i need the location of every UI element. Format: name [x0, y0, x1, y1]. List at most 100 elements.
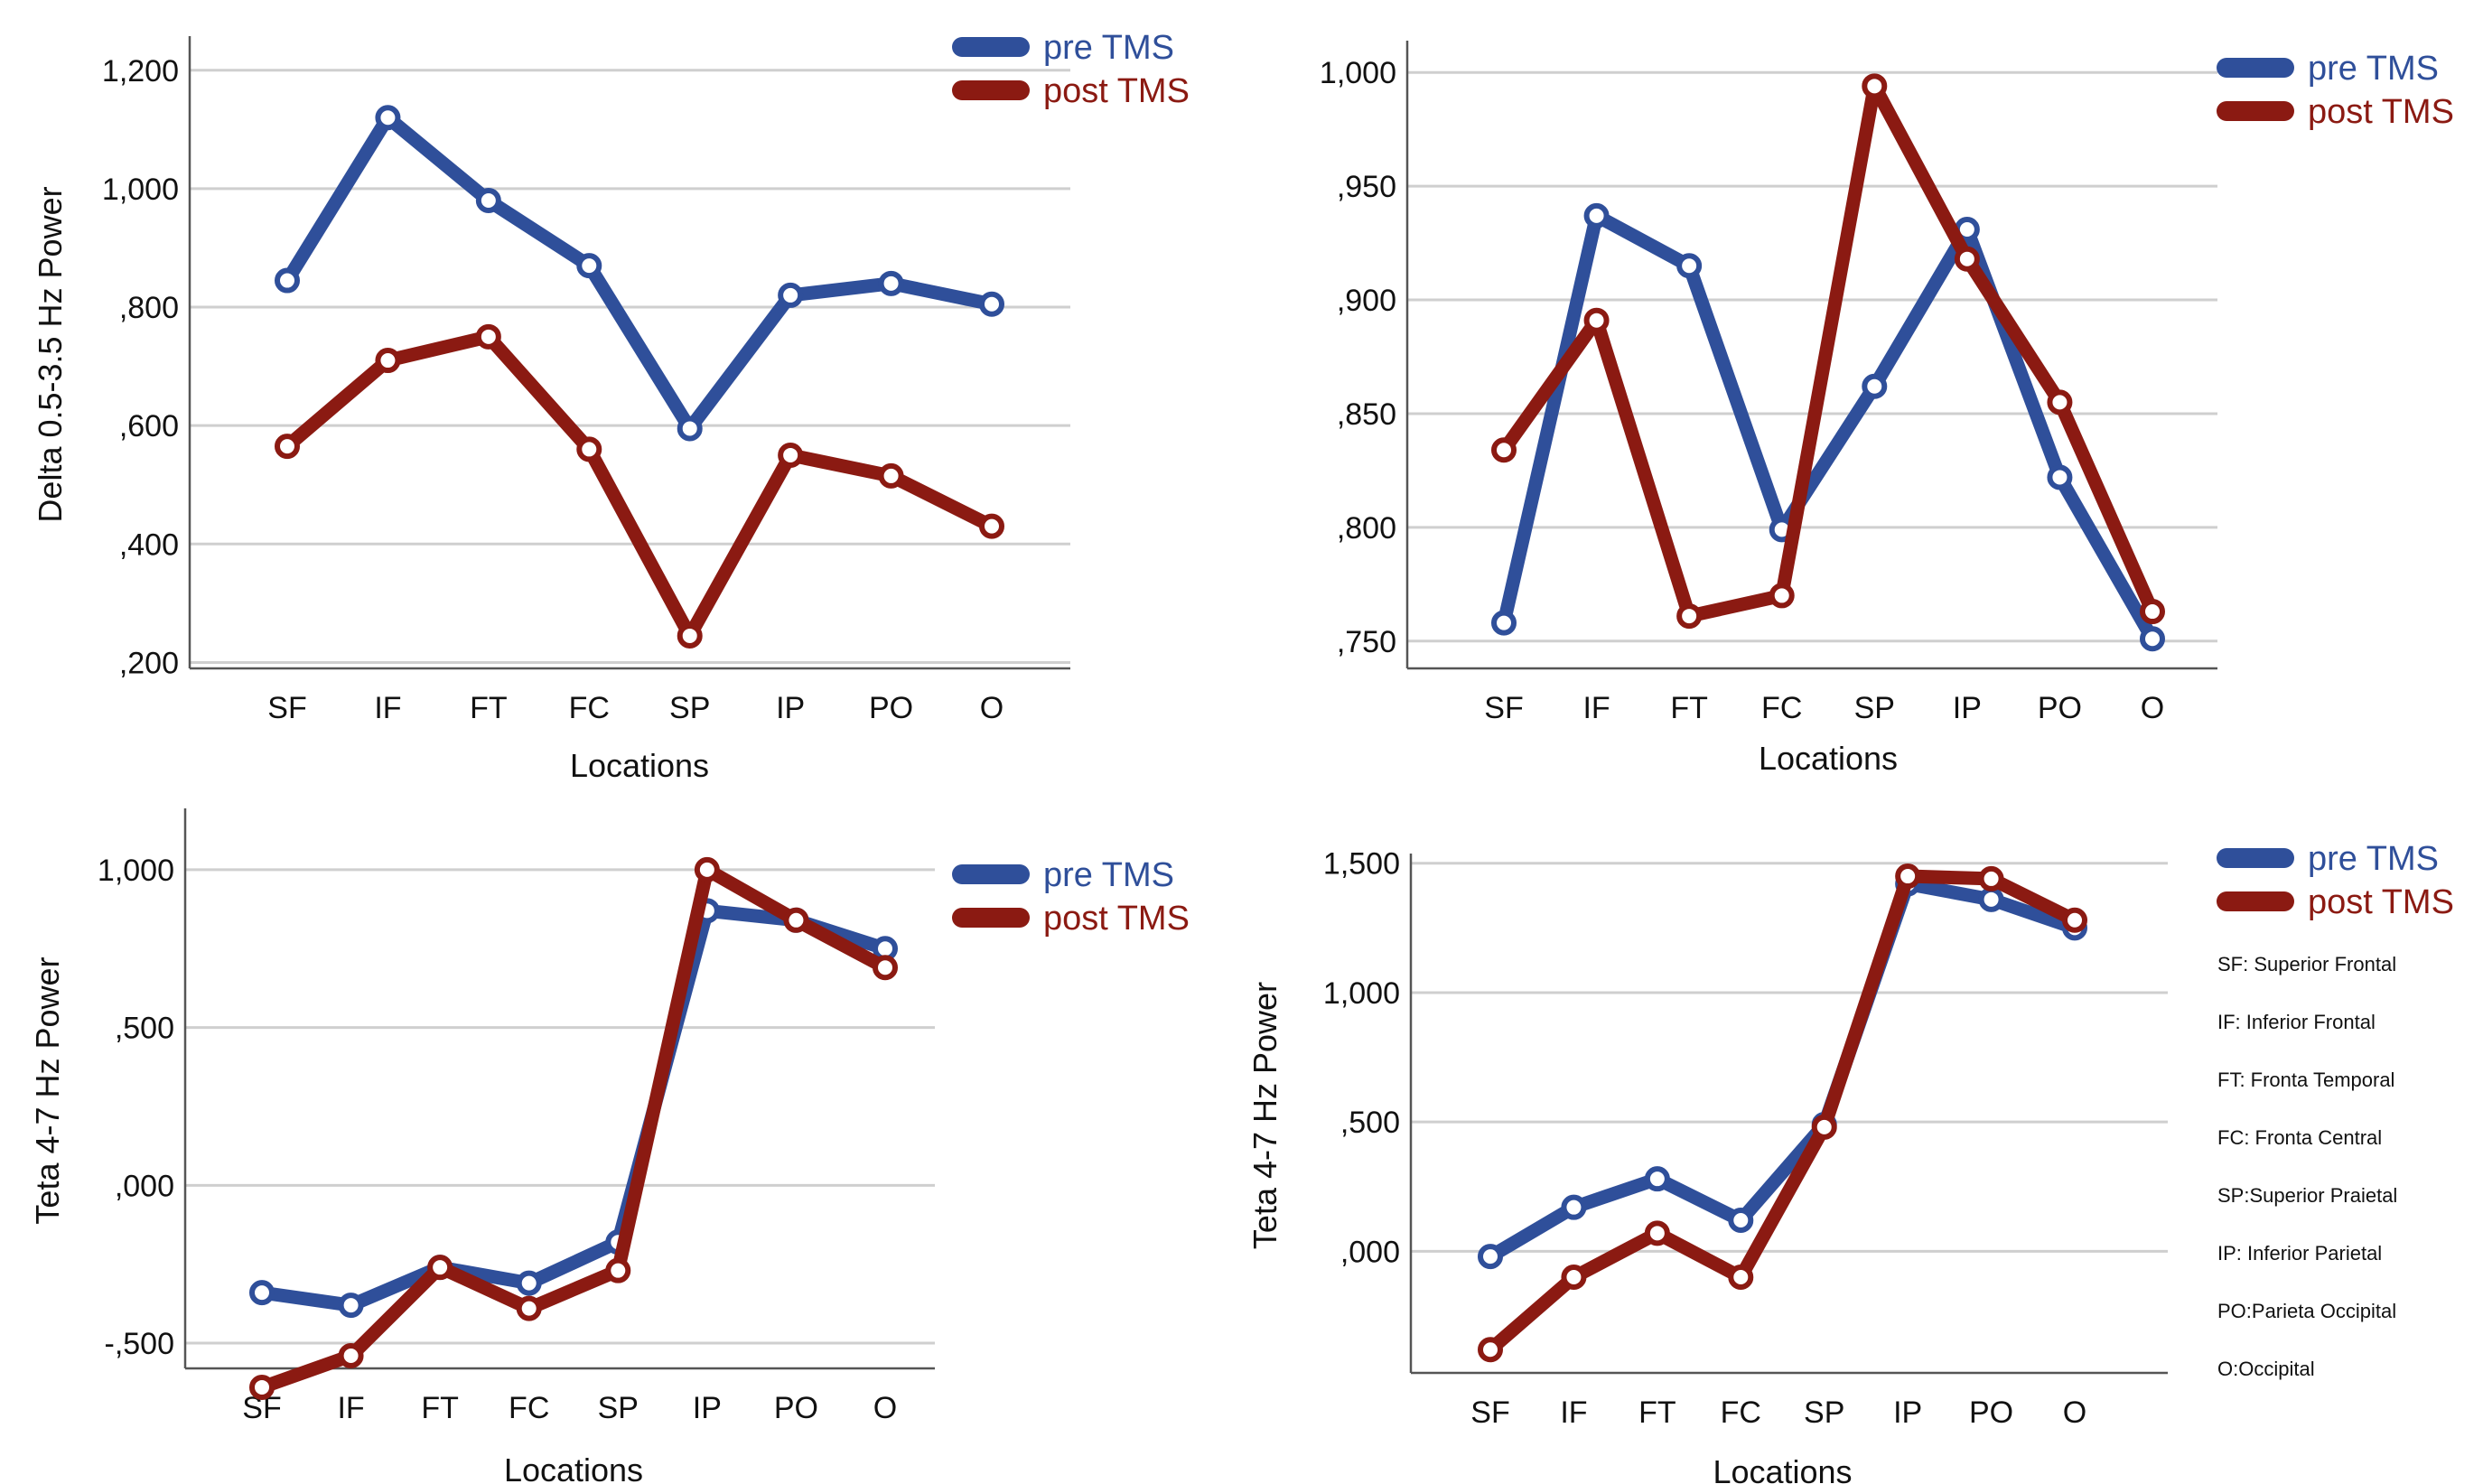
location-note: SP:Superior Praietal — [2217, 1184, 2397, 1207]
x-tick-label: FC — [1721, 1395, 1761, 1430]
data-point — [677, 622, 703, 649]
data-point — [275, 267, 300, 294]
data-point — [1978, 865, 2004, 891]
y-tick-label: ,200 — [119, 646, 179, 680]
x-tick-label: O — [980, 691, 1003, 725]
location-note: FT: Fronta Temporal — [2217, 1069, 2394, 1091]
x-tick-label: PO — [1969, 1395, 2013, 1430]
x-axis-title: Locations — [504, 1451, 643, 1484]
y-axis-title: Teta 4-7 Hz Power — [1246, 982, 1284, 1249]
x-axis-title: Locations — [1713, 1453, 1852, 1484]
x-tick-label: IF — [337, 1391, 364, 1425]
x-tick-label: FT — [1670, 691, 1708, 725]
x-tick-label: IP — [693, 1391, 722, 1425]
y-tick-label: ,500 — [115, 1012, 174, 1046]
x-tick-label: SP — [1804, 1395, 1844, 1430]
x-tick-label: IF — [1560, 1395, 1587, 1430]
data-point — [2140, 599, 2165, 625]
data-point — [576, 436, 602, 462]
chart-panel-1: ,200 ,400 ,600 ,800 1,000 1,200 SF IF FT FC SP IP PO… — [32, 29, 1190, 784]
series-line-pre — [1497, 209, 2160, 646]
data-point — [1769, 583, 1795, 609]
data-point — [2047, 464, 2073, 490]
data-point — [2062, 907, 2087, 933]
y-tick-label: ,800 — [119, 291, 179, 325]
data-point — [516, 1270, 542, 1296]
y-tick-label: 1,000 — [98, 854, 174, 888]
data-point — [375, 105, 401, 131]
data-point — [1478, 1244, 1503, 1270]
data-point — [873, 955, 898, 981]
x-tick-label: FC — [569, 691, 610, 725]
x-tick-label: PO — [869, 691, 913, 725]
data-point — [1895, 863, 1921, 890]
series-line-post — [255, 863, 892, 1395]
x-tick-label: SF — [267, 691, 306, 725]
y-tick-label: ,500 — [1340, 1106, 1400, 1140]
x-axis-title: Locations — [570, 747, 709, 784]
legend-label-pre: pre TMS — [2308, 840, 2439, 878]
data-point — [249, 1374, 275, 1400]
data-point — [1978, 886, 2004, 912]
data-point — [1491, 437, 1517, 463]
x-tick-label: IP — [776, 691, 805, 725]
location-notes: SF: Superior Frontal IF: Inferior Fronta… — [2217, 953, 2397, 1380]
chart-panel-2: ,750 ,800 ,850 ,900 ,950 1,000 SF IF FT FC SP IP PO O… — [1320, 41, 2454, 777]
legend-label-post: post TMS — [2308, 93, 2454, 131]
location-note: O:Occipital — [2217, 1358, 2315, 1380]
x-axis-title: Locations — [1759, 740, 1898, 777]
x-tick-label: PO — [774, 1391, 818, 1425]
legend-label-post: post TMS — [1043, 72, 1190, 110]
data-point — [1811, 1114, 1837, 1140]
x-tick-label: IP — [1953, 691, 1982, 725]
chart-panel-4: ,000 ,500 1,000 1,500 SF IF FT FC SP IP PO O Locatio… — [1246, 840, 2454, 1484]
data-point — [249, 1280, 275, 1306]
data-point — [1491, 610, 1517, 636]
x-tick-label: SP — [669, 691, 710, 725]
y-tick-label: ,400 — [119, 527, 179, 562]
data-point — [1583, 202, 1610, 229]
data-point — [338, 1293, 364, 1319]
x-tick-label: SF — [1470, 1395, 1509, 1430]
y-tick-label: ,800 — [1337, 511, 1396, 546]
data-point — [1561, 1194, 1587, 1220]
legend: pre TMS post TMS — [2217, 840, 2454, 921]
y-tick-label: 1,000 — [1320, 56, 1396, 90]
data-point — [475, 188, 501, 214]
data-point — [2140, 626, 2165, 652]
data-point — [516, 1295, 542, 1321]
data-point — [2047, 389, 2073, 415]
legend-label-pre: pre TMS — [1043, 856, 1174, 894]
data-point — [427, 1255, 453, 1281]
x-tick-label: IF — [374, 691, 401, 725]
y-tick-label: ,750 — [1337, 625, 1396, 659]
location-note: FC: Fronta Central — [2217, 1126, 2382, 1149]
data-point — [1862, 73, 1888, 99]
y-tick-label: ,900 — [1337, 284, 1396, 318]
data-point — [1728, 1265, 1754, 1291]
location-note: IF: Inferior Frontal — [2217, 1011, 2376, 1033]
y-tick-label: 1,200 — [102, 54, 179, 89]
series-line-pre — [280, 110, 999, 435]
data-point — [979, 513, 1004, 539]
y-tick-label: 1,000 — [1323, 976, 1400, 1011]
x-tick-label: FT — [470, 691, 508, 725]
location-note: PO:Parieta Occipital — [2217, 1300, 2396, 1322]
y-tick-label: ,000 — [1340, 1235, 1400, 1269]
data-point — [694, 856, 720, 882]
y-tick-label: ,000 — [115, 1169, 174, 1203]
legend: pre TMS post TMS — [952, 29, 1190, 110]
data-point — [979, 291, 1004, 317]
data-point — [1676, 253, 1703, 279]
data-point — [1478, 1337, 1503, 1363]
series-line-post — [1483, 869, 2082, 1357]
data-point — [1862, 373, 1888, 399]
x-tick-label: O — [873, 1391, 897, 1425]
series-line-pre — [1483, 877, 2082, 1264]
data-point — [878, 462, 904, 489]
data-point — [1728, 1208, 1754, 1234]
data-point — [783, 907, 809, 933]
y-axis-title: Delta 0.5-3.5 Hz Power — [32, 186, 69, 522]
